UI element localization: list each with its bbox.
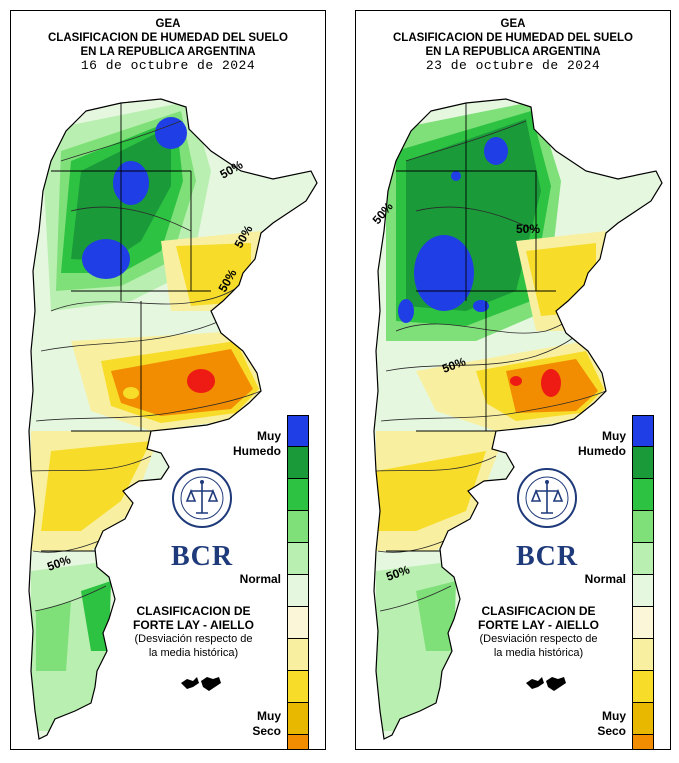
title-gea: GEA (155, 18, 181, 30)
legend-swatch (632, 735, 654, 749)
color-legend (632, 415, 654, 749)
method-caption: CLASIFICACION DE FORTE LAY - AIELLO (Des… (133, 604, 254, 659)
map-date: 23 de octubre de 2024 (425, 58, 601, 73)
legend-swatch (632, 703, 654, 735)
bcr-acronym: BCR (516, 541, 579, 572)
map-date: 16 de octubre de 2024 (80, 58, 256, 73)
legend-swatch (287, 415, 309, 447)
legend-swatch (632, 415, 654, 447)
malvinas-islands (181, 677, 221, 691)
title-region: EN LA REPUBLICA ARGENTINA (425, 46, 601, 58)
title-main: CLASIFICACION DE HUMEDAD DEL SUELO (47, 32, 289, 44)
legend-swatch (287, 735, 309, 749)
legend-swatch (287, 607, 309, 639)
method-caption: CLASIFICACION DE FORTE LAY - AIELLO (Des… (478, 604, 599, 659)
legend-swatch (287, 671, 309, 703)
contour-label: 50% (516, 222, 540, 236)
legend-top-label: Muy Humedo (578, 429, 626, 458)
legend-swatch (632, 639, 654, 671)
title-gea: GEA (500, 18, 526, 30)
legend-swatch (632, 543, 654, 575)
bcr-acronym: BCR (171, 541, 234, 572)
legend-swatch (632, 575, 654, 607)
title-main: CLASIFICACION DE HUMEDAD DEL SUELO (392, 32, 634, 44)
legend-bottom-label: Muy Seco (252, 709, 281, 738)
soil-moisture-map: 50% 50% 50% 50% (370, 98, 663, 740)
legend-top-label: Muy Humedo (233, 429, 281, 458)
legend-swatch (287, 511, 309, 543)
legend-swatch (632, 671, 654, 703)
legend-swatch (287, 479, 309, 511)
legend-swatch (632, 447, 654, 479)
legend-swatch (287, 543, 309, 575)
legend-swatch (287, 575, 309, 607)
legend-mid-label: Normal (584, 572, 626, 586)
soil-moisture-map: 50% 50% 50% 50% (28, 98, 318, 740)
map-title-block: GEA CLASIFICACION DE HUMEDAD DEL SUELO E… (11, 17, 325, 73)
bcr-seal-logo (517, 468, 577, 528)
legend-swatch (287, 703, 309, 735)
color-legend (287, 415, 309, 749)
legend-swatch (632, 479, 654, 511)
legend-bottom-label: Muy Seco (597, 709, 626, 738)
legend-swatch (287, 447, 309, 479)
title-region: EN LA REPUBLICA ARGENTINA (80, 46, 256, 58)
legend-mid-label: Normal (239, 572, 281, 586)
malvinas-islands (526, 677, 566, 691)
map-title-block: GEA CLASIFICACION DE HUMEDAD DEL SUELO E… (356, 17, 670, 73)
legend-swatch (632, 511, 654, 543)
legend-swatch (287, 639, 309, 671)
legend-swatch (632, 607, 654, 639)
bcr-seal-logo (172, 468, 232, 528)
map-panel-oct-16: 50% 50% 50% 50% GEA CLASIFICACION DE HUM… (10, 10, 326, 750)
map-panel-oct-23: 50% 50% 50% 50% GEA CLASIFICACION DE HUM… (355, 10, 671, 750)
